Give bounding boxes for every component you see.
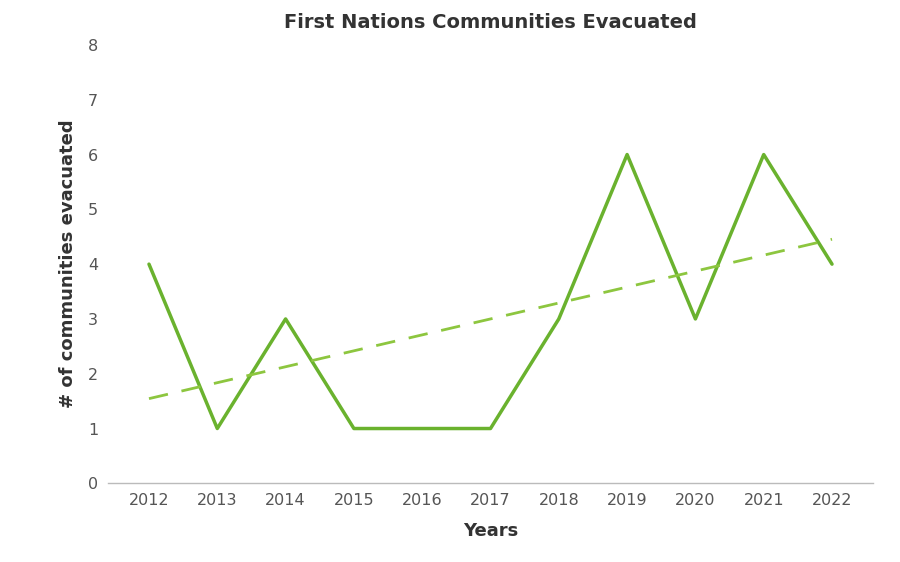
X-axis label: Years: Years bbox=[463, 522, 518, 540]
Title: First Nations Communities Evacuated: First Nations Communities Evacuated bbox=[284, 13, 697, 32]
Y-axis label: # of communities evacuated: # of communities evacuated bbox=[58, 120, 76, 409]
